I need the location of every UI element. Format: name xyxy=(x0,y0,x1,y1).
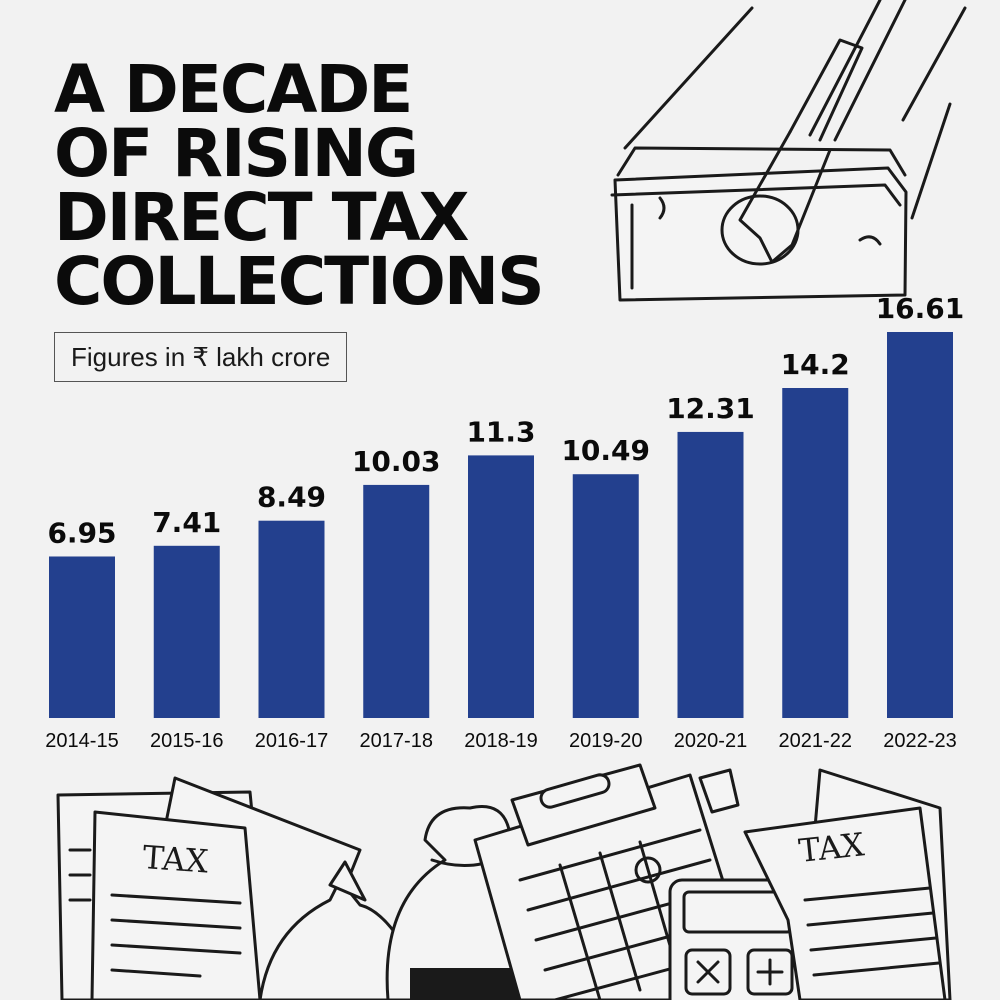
x-tick-label-2015-16: 2015-16 xyxy=(150,730,223,752)
x-tick-labels-group: 2014-15 2015-16 2016-17 2017-18 2018-19 2019-… xyxy=(45,730,956,752)
bar-2019-20 xyxy=(572,474,639,718)
piggy-bank-icon xyxy=(258,860,402,1000)
bar-2016-17 xyxy=(258,520,325,718)
bars-group xyxy=(49,332,953,718)
x-tick-label-2016-17: 2016-17 xyxy=(255,730,328,752)
value-label-2020-21: 12.31 xyxy=(666,392,755,425)
x-tick-label-2019-20: 2019-20 xyxy=(569,730,642,752)
title-line-4: COLLECTIONS xyxy=(54,243,545,320)
bar-2015-16 xyxy=(153,545,220,718)
units-note: Figures in ₹ lakh crore xyxy=(54,332,348,382)
x-tick-label-2017-18: 2017-18 xyxy=(360,730,433,752)
x-tick-label-2020-21: 2020-21 xyxy=(674,730,747,752)
x-tick-label-2018-19: 2018-19 xyxy=(464,730,537,752)
bar-2018-19 xyxy=(468,455,534,718)
x-tick-label-2022-23: 2022-23 xyxy=(883,730,956,752)
value-label-2021-22: 14.2 xyxy=(781,348,850,381)
value-label-2015-16: 7.41 xyxy=(152,506,221,539)
calculator-icon xyxy=(668,878,808,1000)
pen-icon xyxy=(698,768,740,814)
title-line-3: DIRECT TAX xyxy=(54,179,470,256)
title-line-1: A DECADE xyxy=(54,51,413,128)
x-tick-label-2021-22: 2021-22 xyxy=(779,730,852,752)
value-labels-group: 6.95 7.41 8.49 10.03 11.3 10.49 12.31 14.2 16.61 xyxy=(47,292,964,549)
bar-2020-21 xyxy=(677,431,744,718)
tax-paper-label-right: TAX xyxy=(797,825,866,870)
value-label-2019-20: 10.49 xyxy=(561,434,650,467)
value-label-2018-19: 11.3 xyxy=(466,415,535,448)
value-label-2017-18: 10.03 xyxy=(352,445,441,478)
title-line-2: OF RISING xyxy=(54,115,419,192)
bar-2021-22 xyxy=(782,388,849,718)
bar-2014-15 xyxy=(49,556,115,718)
chart-title: A DECADE OF RISING DIRECT TAX COLLECTION… xyxy=(54,51,654,320)
value-label-2014-15: 6.95 xyxy=(47,516,116,549)
value-label-2022-23: 16.61 xyxy=(876,292,965,325)
tax-paper-label: TAX xyxy=(141,838,209,880)
tax-document-icon-right: TAX xyxy=(743,768,952,1000)
x-tick-label-2014-15: 2014-15 xyxy=(45,730,118,752)
bar-2022-23 xyxy=(887,332,953,718)
value-label-2016-17: 8.49 xyxy=(257,481,326,514)
bar-2017-18 xyxy=(363,484,430,718)
